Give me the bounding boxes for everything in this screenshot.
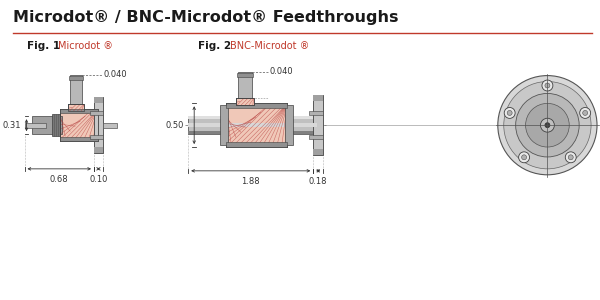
Circle shape <box>504 82 591 169</box>
Bar <box>68 104 84 111</box>
Circle shape <box>507 110 512 116</box>
Circle shape <box>541 118 554 132</box>
Bar <box>313 95 323 155</box>
Bar <box>309 111 323 115</box>
Text: 0.50: 0.50 <box>166 121 184 130</box>
Bar <box>94 147 103 153</box>
Bar <box>188 116 317 134</box>
Bar <box>60 109 98 113</box>
Bar <box>309 135 323 139</box>
Bar <box>52 114 60 136</box>
Text: 1.88: 1.88 <box>241 177 260 186</box>
Text: Microdot ®: Microdot ® <box>58 41 113 51</box>
Bar <box>236 98 254 105</box>
Bar <box>60 137 98 141</box>
Text: Fig. 2: Fig. 2 <box>198 41 231 51</box>
Bar <box>188 131 317 134</box>
Bar <box>188 116 317 119</box>
Bar <box>60 109 98 141</box>
Bar <box>94 98 103 153</box>
Text: 0.040: 0.040 <box>269 67 293 76</box>
Circle shape <box>526 103 569 147</box>
Circle shape <box>580 107 590 118</box>
Bar <box>226 103 287 147</box>
Bar <box>237 73 253 76</box>
Bar <box>313 149 323 155</box>
Text: BNC-Microdot ®: BNC-Microdot ® <box>230 41 309 51</box>
Circle shape <box>545 83 550 88</box>
Circle shape <box>542 80 553 91</box>
Bar <box>60 109 98 141</box>
Text: 0.10: 0.10 <box>89 175 107 184</box>
Text: Microdot® / BNC-Microdot® Feedthroughs: Microdot® / BNC-Microdot® Feedthroughs <box>13 10 398 25</box>
Bar <box>32 116 62 134</box>
Circle shape <box>515 93 579 157</box>
Bar <box>70 75 82 104</box>
Bar <box>60 109 98 141</box>
Bar <box>188 123 317 127</box>
Text: 0.040: 0.040 <box>104 70 128 79</box>
Bar <box>94 98 103 103</box>
Bar <box>238 72 252 98</box>
Bar <box>313 95 323 101</box>
Bar <box>236 98 254 105</box>
Circle shape <box>565 152 576 163</box>
Bar <box>69 76 83 80</box>
Bar <box>103 123 117 128</box>
Text: 0.68: 0.68 <box>50 175 68 184</box>
Bar <box>226 103 287 147</box>
Text: 0.18: 0.18 <box>309 177 328 186</box>
Circle shape <box>521 155 527 160</box>
Bar <box>90 135 103 139</box>
Text: 0.31: 0.31 <box>2 121 20 130</box>
Bar <box>226 103 287 147</box>
Circle shape <box>504 107 515 118</box>
Bar <box>68 104 84 111</box>
Bar <box>68 104 84 111</box>
Bar <box>286 105 293 145</box>
Circle shape <box>498 76 597 175</box>
Circle shape <box>518 152 530 163</box>
Bar <box>220 105 228 145</box>
Text: Fig. 1: Fig. 1 <box>26 41 59 51</box>
Bar <box>236 98 254 105</box>
Circle shape <box>568 155 573 160</box>
Bar <box>226 142 287 147</box>
Circle shape <box>545 123 550 128</box>
Bar <box>90 111 103 115</box>
Circle shape <box>583 110 587 116</box>
Bar <box>25 123 46 128</box>
Bar <box>226 103 287 108</box>
